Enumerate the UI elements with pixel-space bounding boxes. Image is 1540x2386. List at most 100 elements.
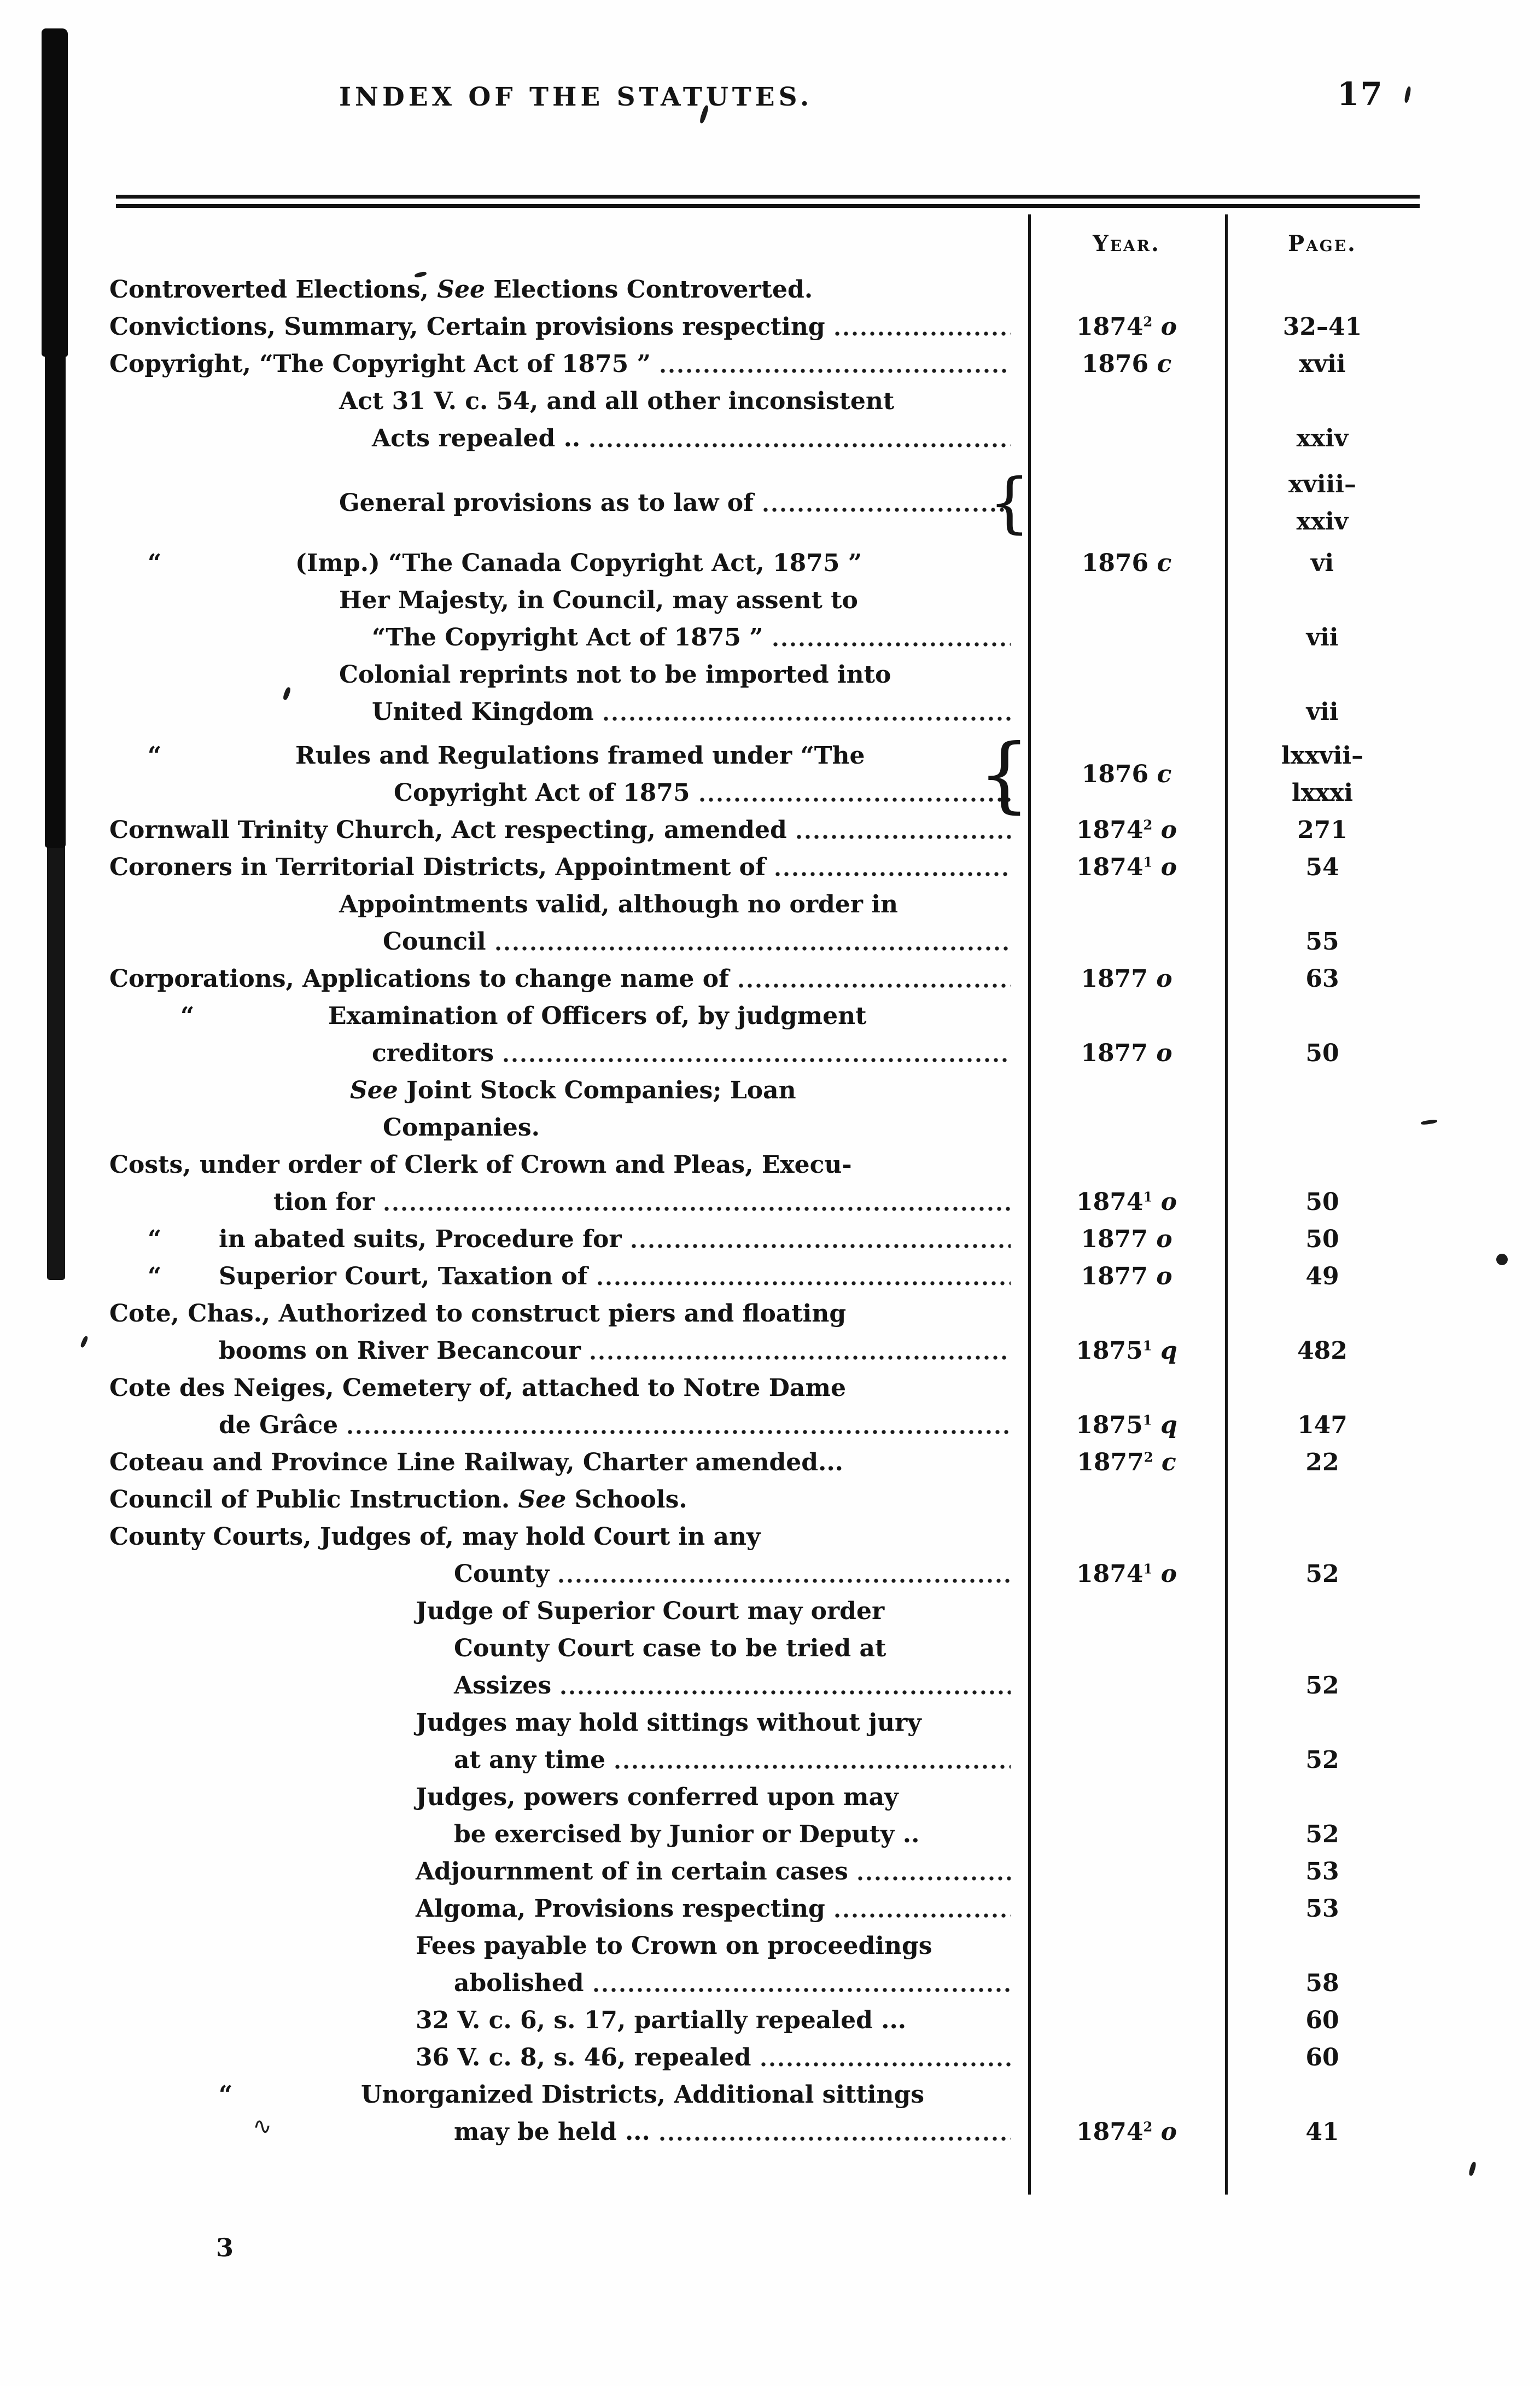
entry-line: Judges may hold sittings without jury	[109, 1704, 1014, 1742]
page-value: 147	[1297, 1411, 1348, 1439]
entry-line: in abated suits, Procedure for	[109, 1221, 1014, 1258]
dot-leader	[657, 2114, 1011, 2151]
year-value: 18751 q	[1076, 1411, 1177, 1439]
entry-text: Colonial reprints not to be imported int…	[109, 656, 1028, 731]
entry-line: Costs, under order of Clerk of Crown and…	[109, 1147, 1014, 1184]
entry-line: Judge of Superior Court may order	[109, 1593, 1014, 1630]
page-value: 49	[1305, 1262, 1339, 1290]
brace-glyph: {	[978, 727, 1030, 822]
entry-text: Appointments valid, although no order in…	[109, 886, 1028, 961]
scan-speck	[1420, 1119, 1438, 1126]
entry-text: “ Rules and Regulations framed under “The…	[109, 734, 1030, 816]
entry-line: County Court case to be tried at	[109, 1630, 1014, 1667]
dot-leader	[382, 1184, 1011, 1221]
entry-line-text: Appointments valid, although no order in	[339, 891, 899, 918]
year-value: 1877 o	[1081, 1262, 1172, 1290]
entry-line: creditors	[109, 1035, 1014, 1072]
year-value: 1876 c	[1081, 350, 1172, 378]
year-value: 18772 c	[1077, 1448, 1176, 1476]
year-value	[1028, 886, 1225, 961]
scan-speck	[1403, 86, 1412, 103]
page-column-header: Page.	[1288, 231, 1357, 257]
index-entry-row: County Courts, Judges of, may hold Court…	[109, 1518, 1420, 1593]
entry-line-text: Cote des Neiges, Cemetery of, attached t…	[109, 1374, 846, 1402]
dot-leader	[832, 1890, 1011, 1928]
year-value	[1028, 656, 1225, 731]
entry-text: “ Examination of Officers of, by judgment…	[109, 998, 1028, 1072]
year-value: 1876 c	[1081, 549, 1172, 577]
entry-text: Corporations, Applications to change nam…	[109, 961, 1028, 998]
page-value: 271	[1297, 816, 1348, 844]
year-value: 1877 o	[1081, 1039, 1172, 1067]
entry-line-text: Colonial reprints not to be imported int…	[339, 661, 891, 689]
entry-line: Fees payable to Crown on proceedings	[109, 1928, 1014, 1965]
index-entry-row: Act 31 V. c. 54, and all other inconsist…	[109, 383, 1420, 457]
year-value	[1028, 582, 1225, 656]
entry-line: 32 V. c. 6, s. 17, partially repealed ..…	[109, 2002, 1014, 2039]
index-entry-row: Council of Public Instruction. See Schoo…	[109, 1481, 1420, 1518]
ink-dot-artifact	[1496, 1254, 1508, 1265]
entry-line-text: be exercised by Junior or Deputy ..	[454, 1820, 920, 1848]
index-entry-row: Judge of Superior Court may order County …	[109, 1593, 1420, 1704]
entry-line-text: (Imp.) “The Canada Copyright Act, 1875 ”	[295, 549, 862, 577]
entry-line-text: Judge of Superior Court may order	[416, 1597, 885, 1625]
entry-line: Rules and Regulations framed under “The	[109, 737, 1014, 775]
entry-line: County Courts, Judges of, may hold Court…	[109, 1518, 1014, 1556]
year-value: 18742 o	[1076, 816, 1177, 844]
page-value: 32–41	[1282, 313, 1362, 341]
index-entry-row: Cote des Neiges, Cemetery of, attached t…	[109, 1370, 1420, 1444]
year-value: 1877 o	[1081, 965, 1172, 993]
dot-leader	[773, 849, 1011, 886]
entry-text: Her Majesty, in Council, may assent to “T…	[109, 582, 1028, 656]
index-entries: Controverted Elections, See Elections Co…	[109, 271, 1420, 2151]
index-entry-row: Convictions, Summary, Certain provisions…	[109, 309, 1420, 346]
entry-line: Unorganized Districts, Additional sittin…	[109, 2076, 1014, 2114]
index-entry-row: Cornwall Trinity Church, Act respecting,…	[109, 812, 1420, 849]
scan-squiggle: ∿	[253, 2113, 272, 2139]
entry-line-text: Judges, powers conferred upon may	[416, 1783, 899, 1811]
entry-text: Judges, powers conferred upon may be exer…	[109, 1779, 1028, 1853]
entry-line-text: Copyright, “The Copyright Act of 1875 ”	[109, 350, 651, 378]
index-entry-row: Her Majesty, in Council, may assent to “T…	[109, 582, 1420, 656]
page-value: 60	[1305, 2044, 1339, 2071]
index-entry-row: “ in abated suits, Procedure for 1877 o 50	[109, 1221, 1420, 1258]
year-value	[1028, 271, 1225, 309]
index-entry-row: Adjournment of in certain cases 53	[109, 1853, 1420, 1890]
entry-line-text: Rules and Regulations framed under “The	[295, 742, 865, 770]
page-value: 52	[1305, 1820, 1339, 1848]
scan-gutter-artifact	[47, 842, 65, 1280]
index-entry-row: Coteau and Province Line Railway, Charte…	[109, 1444, 1420, 1481]
entry-line: abolished	[109, 1965, 1014, 2002]
entry-line: United Kingdom	[109, 694, 1014, 731]
index-entry-row: Algoma, Provisions respecting 53	[109, 1890, 1420, 1928]
entry-line: booms on River Becancour	[109, 1332, 1014, 1370]
entry-line-text: Her Majesty, in Council, may assent to	[339, 586, 858, 614]
entry-line-text: Adjournment of in certain cases	[416, 1858, 848, 1885]
index-entry-row: Fees payable to Crown on proceedings abol…	[109, 1928, 1420, 2002]
entry-line-text: Council	[383, 928, 486, 956]
dot-leader	[759, 2039, 1011, 2076]
dot-leader	[591, 1965, 1011, 2002]
index-entry-row: “ Superior Court, Taxation of 1877 o 49	[109, 1258, 1420, 1295]
page-value: 54	[1305, 853, 1339, 881]
dot-leader	[697, 775, 1011, 812]
page-value: 60	[1305, 2006, 1339, 2034]
entry-line: Acts repealed ..	[109, 420, 1014, 457]
entry-line-text: may be held ...	[454, 2118, 650, 2146]
dot-leader	[557, 1556, 1011, 1593]
entry-line-text: Assizes	[454, 1672, 552, 1700]
entry-text: “ Unorganized Districts, Additional sitti…	[109, 2076, 1028, 2151]
entry-line: Act 31 V. c. 54, and all other inconsist…	[109, 383, 1014, 420]
entry-text: Judges may hold sittings without jury at …	[109, 1704, 1028, 1779]
page-value: 50	[1305, 1039, 1339, 1067]
entry-line-text: Superior Court, Taxation of	[219, 1262, 588, 1290]
scan-speck	[1468, 2161, 1477, 2177]
index-entry-row: Coroners in Territorial Districts, Appoi…	[109, 849, 1420, 886]
page-value: 482	[1297, 1337, 1348, 1365]
page-value	[1225, 1072, 1420, 1147]
index-entry-row: Judges may hold sittings without jury at …	[109, 1704, 1420, 1779]
index-entry-row: Copyright, “The Copyright Act of 1875 ” 1…	[109, 346, 1420, 383]
entry-line: Council	[109, 923, 1014, 961]
entry-line-text: Judges may hold sittings without jury	[416, 1709, 921, 1737]
dot-leader	[588, 420, 1011, 457]
